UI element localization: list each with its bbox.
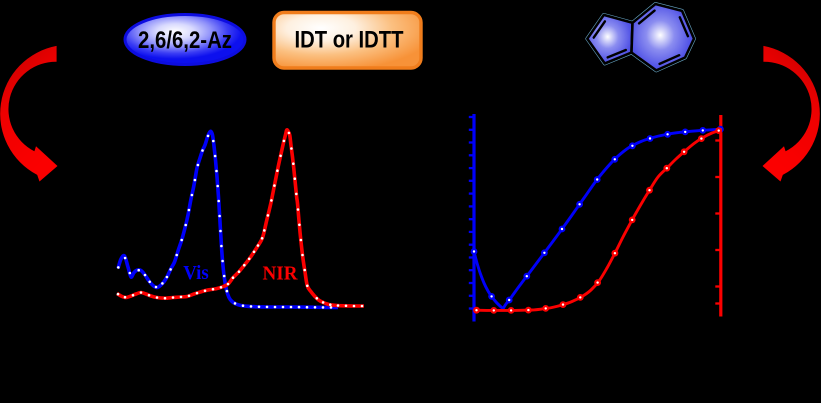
svg-text:IDT or IDTT: IDT or IDTT <box>295 28 404 54</box>
svg-text:2,6/6,2-Az: 2,6/6,2-Az <box>138 28 232 54</box>
svg-text:NIR: NIR <box>263 263 299 285</box>
svg-text:Vis: Vis <box>183 262 209 284</box>
